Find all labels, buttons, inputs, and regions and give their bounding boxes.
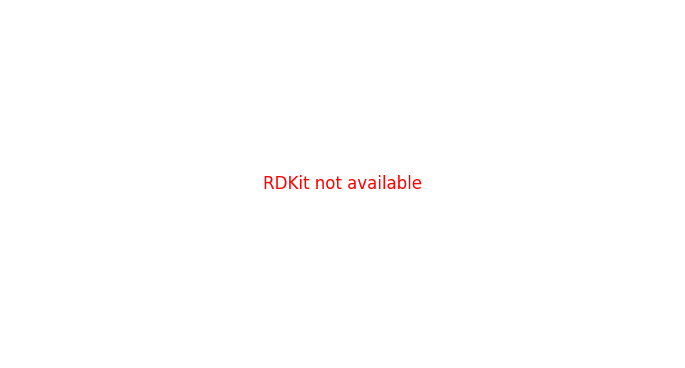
Text: RDKit not available: RDKit not available xyxy=(263,175,422,193)
